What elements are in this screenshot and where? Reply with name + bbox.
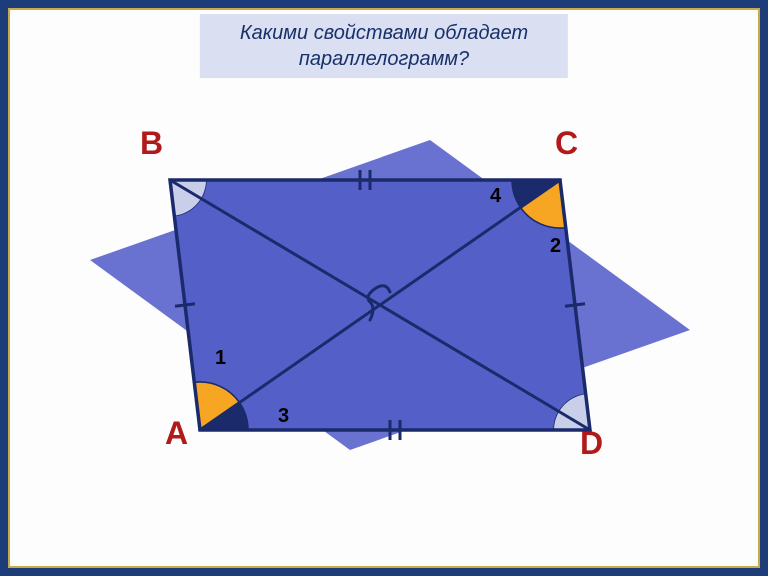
vertex-label-D: D: [580, 425, 603, 462]
angle-label-2: 2: [550, 235, 561, 258]
vertex-label-A: А: [165, 415, 188, 452]
slide-frame: Какими свойствами обладает параллелограм…: [0, 0, 768, 576]
vertex-label-B: В: [140, 125, 163, 162]
slide-content: Какими свойствами обладает параллелограм…: [8, 8, 760, 568]
parallelogram-diagram: [10, 10, 758, 566]
angle-label-3: 3: [278, 405, 289, 428]
vertex-label-C: С: [555, 125, 578, 162]
angle-label-1: 1: [215, 347, 226, 370]
angle-label-4: 4: [490, 185, 501, 208]
